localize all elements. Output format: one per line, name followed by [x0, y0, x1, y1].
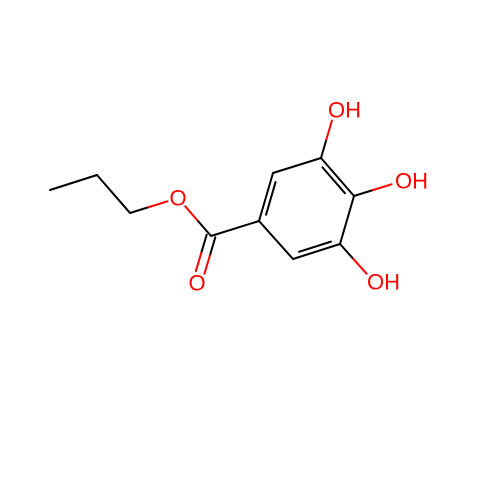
- o-atom-label: O: [169, 186, 186, 211]
- molecule-canvas: O O OH OH OH: [0, 0, 500, 500]
- bond: [340, 196, 354, 244]
- bond: [321, 139, 326, 158]
- o-atom-label: OH: [328, 98, 361, 123]
- o-atom-label: OH: [395, 169, 428, 194]
- bond: [198, 221, 211, 236]
- bond: [130, 207, 149, 213]
- bond: [273, 158, 321, 173]
- bond: [149, 201, 168, 207]
- bond: [373, 184, 392, 190]
- bond: [185, 206, 198, 221]
- bond: [201, 235, 206, 253]
- bond: [211, 221, 259, 236]
- bond: [340, 244, 353, 259]
- bond: [196, 253, 201, 271]
- bond: [321, 158, 354, 196]
- bond: [354, 190, 373, 196]
- bond: [97, 175, 130, 213]
- bond: [50, 175, 97, 190]
- o-atom-label: O: [188, 271, 205, 296]
- bond: [210, 237, 215, 255]
- o-atom-label: OH: [367, 270, 400, 295]
- bond: [259, 221, 293, 259]
- bond: [266, 182, 276, 215]
- bond: [353, 259, 366, 274]
- bond: [326, 121, 331, 140]
- bond: [299, 242, 331, 252]
